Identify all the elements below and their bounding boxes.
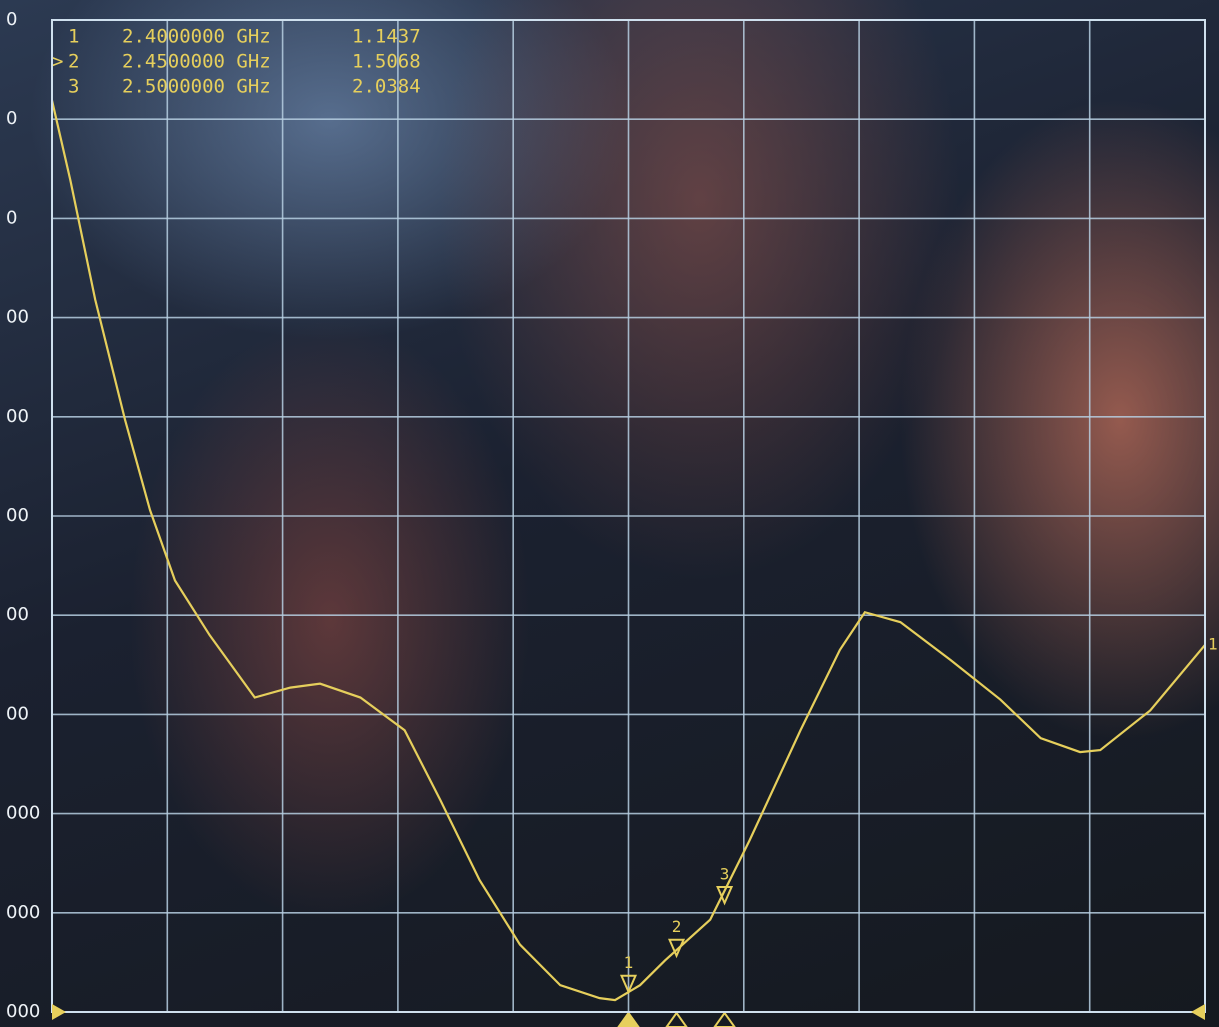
marker-table-freq: 2.4500000 GHz <box>122 51 271 73</box>
marker-flag <box>716 885 734 906</box>
marker-flag <box>668 938 686 959</box>
marker-axis-triangle <box>713 1011 736 1027</box>
marker-table-value: 1.1437 <box>352 26 421 48</box>
plot-frame <box>51 19 1206 1013</box>
marker-table-freq: 2.5000000 GHz <box>122 76 271 98</box>
marker-table-freq: 2.4000000 GHz <box>122 26 271 48</box>
y-tick-label: 00 <box>6 505 29 526</box>
y-tick-label: 00 <box>6 406 29 427</box>
marker-table-id: 2 <box>68 51 79 73</box>
marker-axis-triangle <box>665 1011 688 1027</box>
trace-label: 1 <box>1208 634 1218 653</box>
active-marker-symbol: > <box>52 51 63 73</box>
y-tick-label: 000 <box>6 902 40 923</box>
trace <box>50 100 1206 1002</box>
marker-table-value: 2.0384 <box>352 76 421 98</box>
y-tick-label: 00 <box>6 703 29 724</box>
marker-flag-label: 2 <box>672 917 682 936</box>
marker-flag-label: 3 <box>720 864 730 883</box>
marker-table-value: 1.5068 <box>352 51 421 73</box>
y-tick-label: 000 <box>6 1001 40 1022</box>
marker-axis-triangle <box>617 1011 640 1027</box>
reference-triangle-left <box>52 1004 66 1020</box>
marker-table-id: 3 <box>68 76 79 98</box>
y-tick-label: 00 <box>6 604 29 625</box>
y-tick-label: 0 <box>6 207 17 228</box>
marker-table-id: 1 <box>68 26 79 48</box>
marker-flag-label: 1 <box>624 953 634 972</box>
y-tick-label: 0 <box>6 108 17 129</box>
reference-triangle-right <box>1191 1004 1205 1020</box>
y-tick-label: 000 <box>6 803 40 824</box>
y-tick-label: 00 <box>6 307 29 328</box>
y-tick-label: 0 <box>6 9 17 30</box>
marker-flag <box>619 974 638 995</box>
